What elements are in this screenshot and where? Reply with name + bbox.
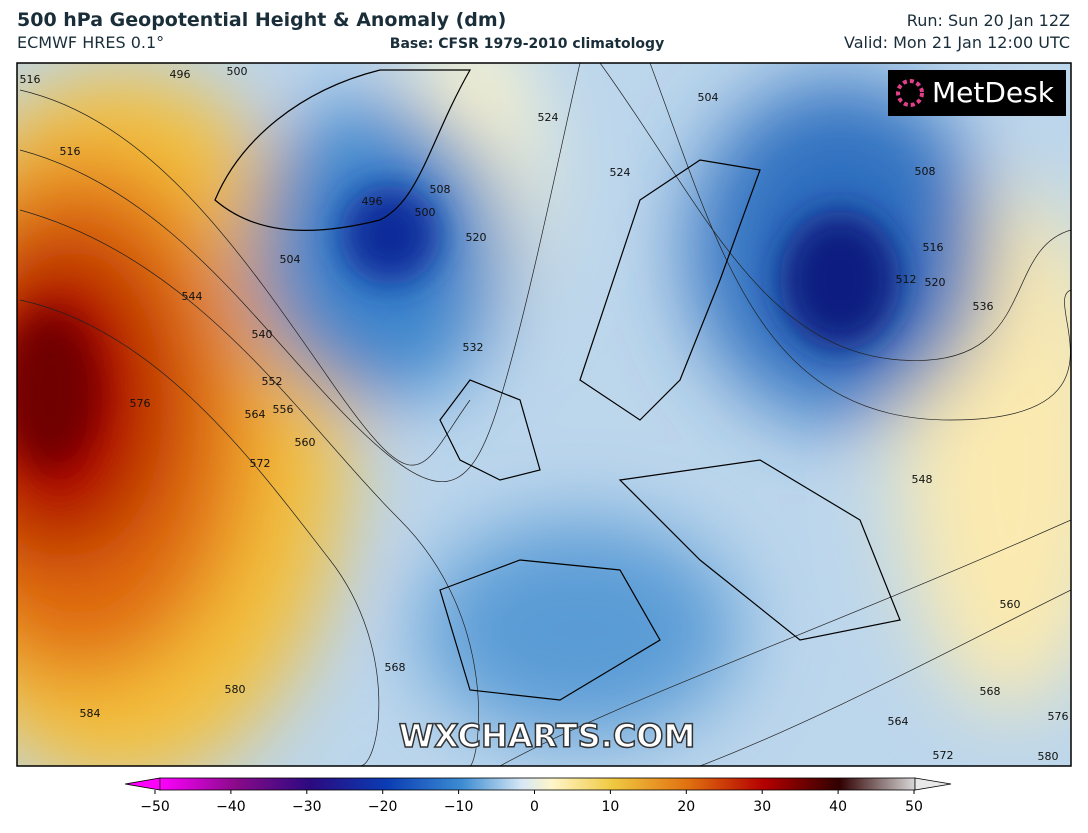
contour-label: 580 xyxy=(1038,750,1059,763)
logo: MetDesk xyxy=(932,76,1055,109)
contour-label: 508 xyxy=(915,165,936,178)
contour-label: 580 xyxy=(225,683,246,696)
contour-label: 560 xyxy=(295,436,316,449)
colorbar-tick-label: 20 xyxy=(677,799,695,815)
contour-label: 520 xyxy=(466,231,487,244)
valid: Valid: Mon 21 Jan 12:00 UTC xyxy=(844,33,1070,52)
title: 500 hPa Geopotential Height & Anomaly (d… xyxy=(17,9,506,31)
contour-label: 512 xyxy=(896,273,917,286)
model: ECMWF HRES 0.1° xyxy=(17,33,164,52)
contour-label: 564 xyxy=(245,408,266,421)
contour-labels: 516 496 500 516 524 504 524 508 496 500 520 504 544 5… xyxy=(20,65,1069,763)
contour-label: 504 xyxy=(280,253,301,266)
contours xyxy=(19,63,1071,766)
colorbar-tick-label: 40 xyxy=(829,799,847,815)
coastlines xyxy=(214,69,901,701)
contour-label: 520 xyxy=(925,276,946,289)
colorbar-scale xyxy=(159,777,916,791)
contour-label: 572 xyxy=(933,749,954,762)
contour-label: 584 xyxy=(80,707,101,720)
colorbar-tick-label: 0 xyxy=(530,799,539,815)
contour-label: 500 xyxy=(415,206,436,219)
contour-label: 508 xyxy=(430,183,451,196)
contour-label: 496 xyxy=(362,195,383,208)
contour-label: 532 xyxy=(463,341,484,354)
colorbar-tick-label: 50 xyxy=(905,799,923,815)
map-frame xyxy=(16,62,1072,767)
contour-label: 568 xyxy=(385,661,406,674)
contour-label: 536 xyxy=(973,300,994,313)
contour-label: 516 xyxy=(923,241,944,254)
contour-label: 564 xyxy=(888,715,909,728)
watermark: WXCHARTS.COM xyxy=(399,717,696,755)
contour-label: 568 xyxy=(980,685,1001,698)
colorbar-high-arrow xyxy=(914,777,952,791)
colorbar-tick-label: 10 xyxy=(601,799,619,815)
contour-label: 540 xyxy=(252,328,273,341)
contour-label: 504 xyxy=(698,91,719,104)
colorbar-tick-label: 30 xyxy=(753,799,771,815)
contour-label: 524 xyxy=(610,166,631,179)
colorbar-low-arrow xyxy=(124,777,161,791)
contour-label: 500 xyxy=(227,65,248,78)
colorbar-tick-label: −40 xyxy=(216,799,246,815)
contour-label: 572 xyxy=(250,457,271,470)
contour-label: 516 xyxy=(20,73,41,86)
contour-label: 576 xyxy=(1048,710,1069,723)
contour-label: 496 xyxy=(170,68,191,81)
colorbar-tick-label: −20 xyxy=(368,799,398,815)
contour-label: 516 xyxy=(60,145,81,158)
map: MetDesk WXCHARTS.COM 516 496 5005165245045… xyxy=(17,63,1071,766)
colorbar: −50 −40 −30 −20 −10 0 10 20 30 40 50 xyxy=(124,777,952,815)
contour-label: 556 xyxy=(273,403,294,416)
contour-label: 544 xyxy=(182,290,203,303)
logo-box xyxy=(888,70,1066,116)
colorbar-tick-label: −10 xyxy=(444,799,474,815)
contour-label: 560 xyxy=(1000,598,1021,611)
logo-icon xyxy=(896,79,924,107)
base: Base: CFSR 1979-2010 climatology xyxy=(390,36,664,52)
colorbar-tick-label: −30 xyxy=(292,799,322,815)
contour-label: 576 xyxy=(130,397,151,410)
run: Run: Sun 20 Jan 12Z xyxy=(907,11,1070,30)
contour-label: 524 xyxy=(538,111,559,124)
contour-label: 548 xyxy=(912,473,933,486)
colorbar-tick-label: −50 xyxy=(140,799,170,815)
contour-label: 552 xyxy=(262,375,283,388)
